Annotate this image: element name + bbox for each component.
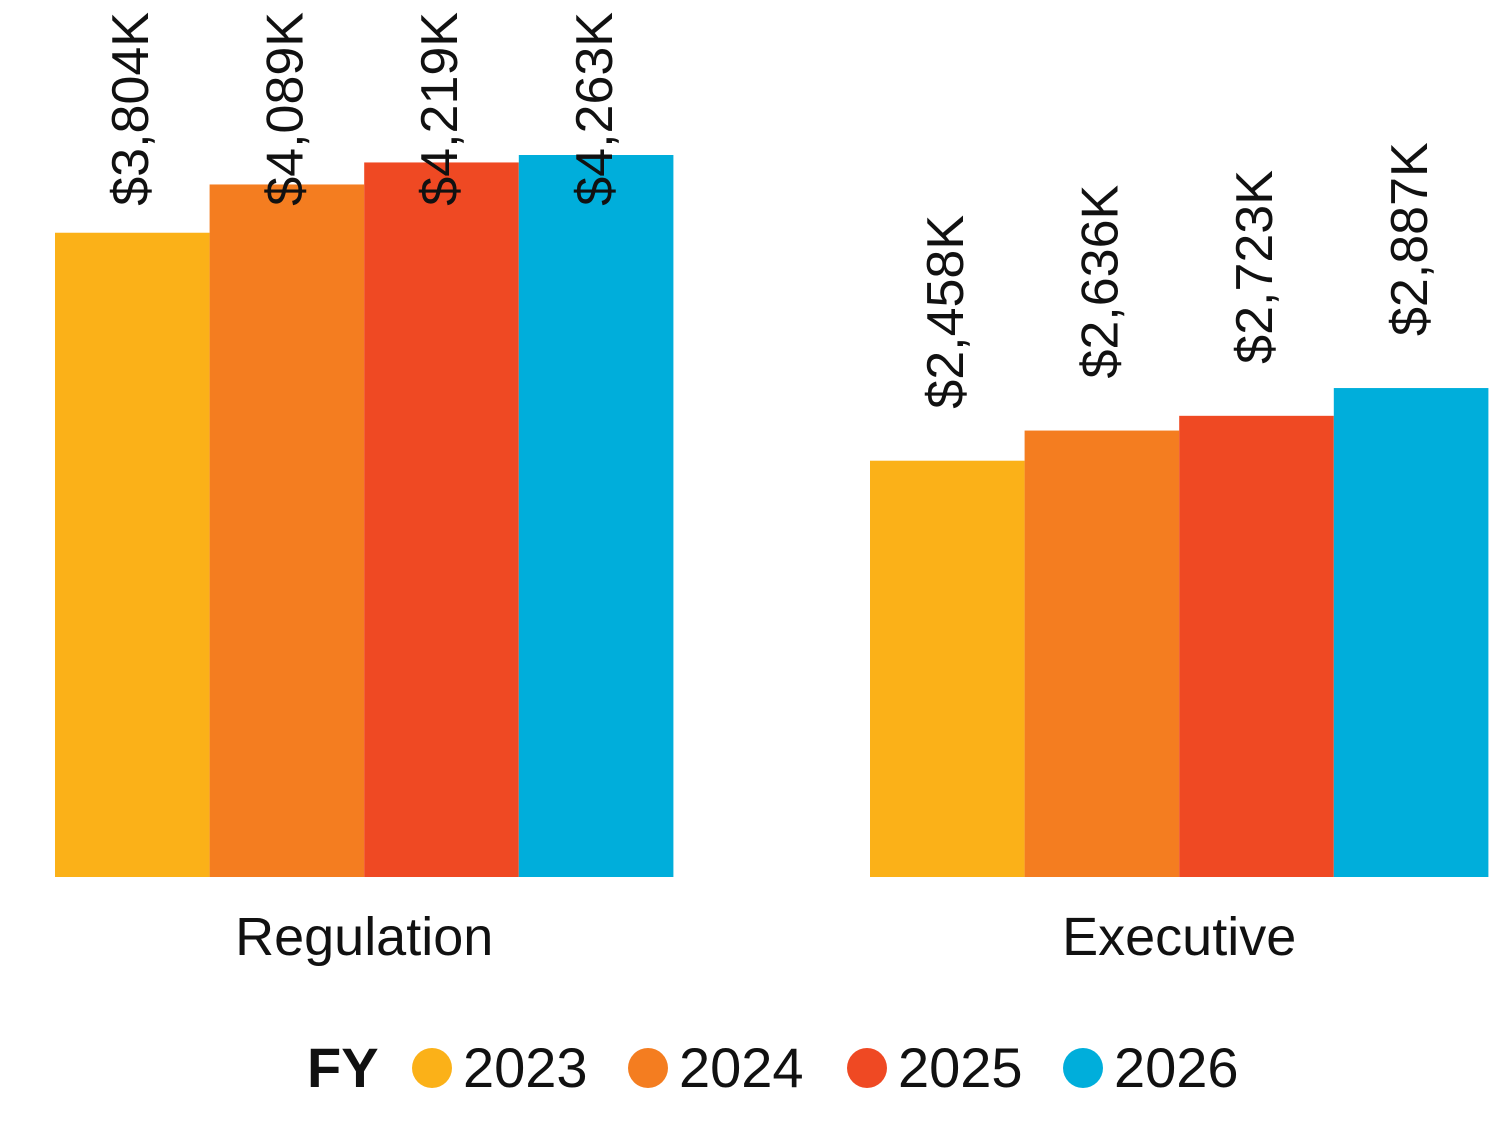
bar [870, 460, 1025, 877]
bar [518, 155, 674, 877]
legend-marker [628, 1048, 668, 1088]
legend-marker [847, 1048, 887, 1088]
data-label: $4,219K [411, 12, 469, 206]
legend-label: 2024 [679, 1036, 804, 1099]
bar [364, 162, 519, 877]
legend-marker [412, 1048, 452, 1088]
data-label: $4,263K [566, 12, 624, 206]
legend-marker [1063, 1048, 1103, 1088]
data-label: $2,636K [1072, 185, 1130, 379]
data-label: $2,458K [917, 215, 975, 409]
legend-label: 2026 [1114, 1036, 1239, 1099]
x-tick-label: Regulation [235, 907, 493, 967]
data-label: $4,089K [257, 12, 315, 206]
legend-label: 2025 [898, 1036, 1023, 1099]
bar [1333, 388, 1489, 877]
x-tick-label: Executive [1062, 907, 1296, 967]
legend-label: 2023 [463, 1036, 588, 1099]
legend-title: FY [307, 1036, 379, 1099]
bar [1179, 415, 1334, 877]
bar [55, 232, 210, 877]
data-label: $2,887K [1381, 142, 1439, 336]
bar [209, 184, 365, 878]
data-label: $2,723K [1226, 170, 1284, 364]
data-label: $3,804K [102, 12, 160, 206]
bar [1024, 430, 1180, 877]
